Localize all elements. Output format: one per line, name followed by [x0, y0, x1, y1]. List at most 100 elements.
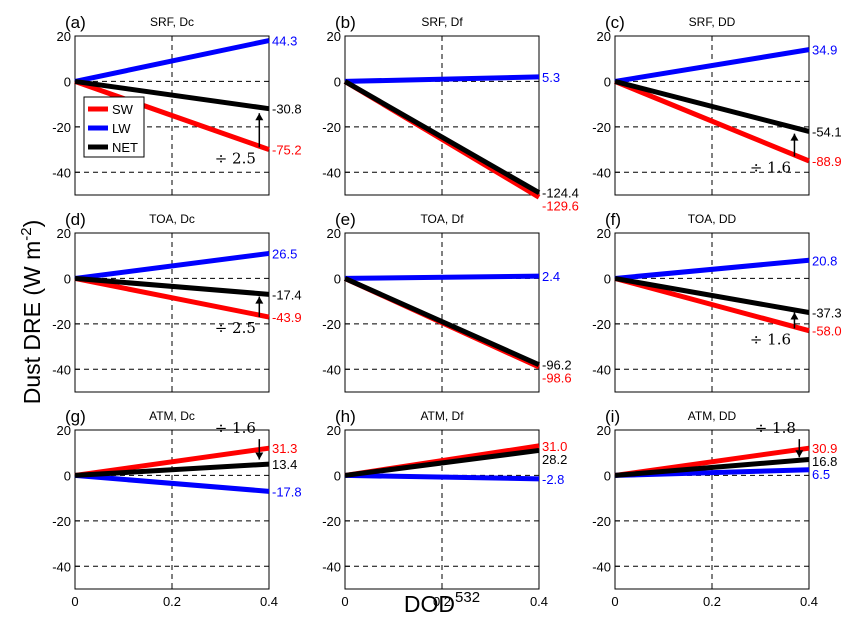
- panel-c: 20 0 -20 -40 (c) SRF, DD 34.9 -54.1 -88.9 ÷ 1.6: [592, 13, 842, 196]
- end-label-sw: -98.6: [542, 371, 572, 386]
- legend: SW LW NET: [83, 96, 145, 158]
- end-label-lw: -2.8: [542, 472, 564, 487]
- x-tick-label: 0: [611, 594, 618, 609]
- end-label-net: -124.4: [542, 186, 579, 201]
- x-tick-label: 0.2: [163, 594, 181, 609]
- y-tick-label: -20: [592, 120, 611, 135]
- series-line-net: [614, 457, 810, 478]
- end-label-sw: -58.0: [812, 324, 842, 339]
- panel-letter: (f): [605, 210, 621, 229]
- panel-title: TOA, DD: [688, 212, 737, 226]
- panel-d: 20 0 -20 -40 (d) TOA, Dc 26.5 -17.4 -43.9 ÷ 2.5: [52, 210, 302, 393]
- y-tick-label: -20: [52, 317, 71, 332]
- ratio-arrowhead: [790, 133, 799, 141]
- y-tick-label: 20: [327, 29, 341, 44]
- panel-letter: (d): [65, 210, 86, 229]
- end-label-sw: 31.3: [272, 441, 297, 456]
- panel-letter: (b): [335, 13, 356, 32]
- y-tick-label: -40: [322, 165, 341, 180]
- series-line-net: [74, 275, 270, 297]
- y-tick-label: 20: [327, 423, 341, 438]
- y-tick-label: 20: [327, 226, 341, 241]
- panel-title: ATM, Dc: [149, 409, 195, 423]
- end-label-net: 28.2: [542, 452, 567, 467]
- legend-label-sw: SW: [112, 102, 134, 117]
- series-line-lw: [344, 273, 540, 281]
- end-label-lw: 20.8: [812, 253, 837, 268]
- series-line-sw: [74, 275, 270, 320]
- end-label-sw: -75.2: [272, 143, 302, 158]
- series-line-sw: [74, 79, 270, 152]
- y-tick-label: 20: [597, 423, 611, 438]
- series-line-net: [343, 276, 541, 368]
- y-tick-label: 0: [604, 271, 611, 286]
- end-label-net: -96.2: [542, 358, 572, 373]
- y-tick-label: -40: [322, 559, 341, 574]
- end-label-lw: 44.3: [272, 34, 297, 49]
- panel-f: 20 0 -20 -40 (f) TOA, DD 20.8 -37.3 -58.0 ÷ 1.6: [592, 210, 842, 393]
- ratio-label: ÷ 2.5: [215, 319, 256, 337]
- legend-label-net: NET: [112, 140, 138, 155]
- y-tick-label: -20: [592, 317, 611, 332]
- end-label-sw: -43.9: [272, 310, 302, 325]
- end-label-sw: -88.9: [812, 154, 842, 169]
- panel-letter: (h): [335, 407, 356, 426]
- x-tick-label: 0.4: [530, 594, 548, 609]
- y-tick-label: -20: [322, 317, 341, 332]
- series-line-sw: [614, 276, 810, 334]
- y-tick-label: 0: [334, 468, 341, 483]
- y-tick-label: -20: [52, 514, 71, 529]
- y-tick-label: 0: [604, 74, 611, 89]
- x-tick-label: 0.2: [703, 594, 721, 609]
- y-axis-label-superscript: -2: [18, 227, 35, 240]
- ratio-label: ÷ 2.5: [215, 149, 256, 167]
- y-tick-label: -40: [52, 165, 71, 180]
- y-tick-label: -40: [52, 362, 71, 377]
- panel-title: ATM, DD: [688, 409, 737, 423]
- panel-a: 20 0 -20 -40 (a) SRF, Dc 44.3 -30.8 -75.2 ÷ 2.5: [52, 13, 302, 196]
- end-label-net: -37.3: [812, 306, 842, 321]
- x-axis-label: DOD532: [404, 589, 480, 617]
- ratio-label: ÷ 1.8: [755, 419, 796, 437]
- y-tick-label: 20: [597, 226, 611, 241]
- end-label-lw: 34.9: [812, 43, 837, 58]
- series-line-lw: [74, 472, 270, 494]
- series-line-sw: [614, 79, 810, 164]
- y-tick-label: 20: [57, 423, 71, 438]
- series-line-lw: [74, 250, 270, 281]
- panel-title: TOA, Df: [420, 212, 464, 226]
- series-line-lw: [614, 47, 810, 84]
- y-tick-label: -40: [592, 559, 611, 574]
- y-tick-label: -40: [592, 165, 611, 180]
- x-axis-label-superscript: 532: [455, 589, 480, 606]
- panel-title: SRF, Df: [421, 15, 463, 29]
- panel-g: 20 0 -20 -40 0 0.2 0.4 (g) ATM, Dc 31.313.4 -17.8 ÷…: [52, 407, 301, 609]
- panel-letter: (g): [65, 407, 86, 426]
- ratio-arrowhead: [790, 312, 799, 320]
- ratio-arrowhead: [255, 113, 264, 121]
- x-tick-label: 0: [341, 594, 348, 609]
- panel-title: ATM, Df: [420, 409, 464, 423]
- end-label-lw: 2.4: [542, 269, 560, 284]
- series-line-lw: [344, 472, 540, 482]
- panel-letter: (e): [335, 210, 356, 229]
- x-tick-label: 0.2: [433, 594, 451, 609]
- series-line-net: [74, 78, 270, 112]
- series-line-net: [344, 447, 540, 478]
- x-axis-label-main: DOD: [404, 591, 455, 617]
- end-label-net: 16.8: [812, 454, 837, 469]
- y-tick-label: -40: [52, 559, 71, 574]
- y-axis-label-close: ): [19, 220, 45, 228]
- y-tick-label: -20: [592, 514, 611, 529]
- ratio-label: ÷ 1.6: [750, 158, 791, 176]
- y-axis-label: Dust DRE (W m-2): [18, 220, 45, 405]
- series-line-lw: [74, 38, 270, 84]
- y-tick-label: 0: [334, 74, 341, 89]
- panel-h: 20 0 -20 -40 0 0.2 0.4 (h) ATM, Df 31.028.2 -2.8: [322, 407, 567, 609]
- ratio-label: ÷ 1.6: [750, 330, 791, 348]
- y-tick-label: 0: [64, 271, 71, 286]
- panel-title: SRF, Dc: [150, 15, 194, 29]
- end-label-lw: 6.5: [812, 467, 830, 482]
